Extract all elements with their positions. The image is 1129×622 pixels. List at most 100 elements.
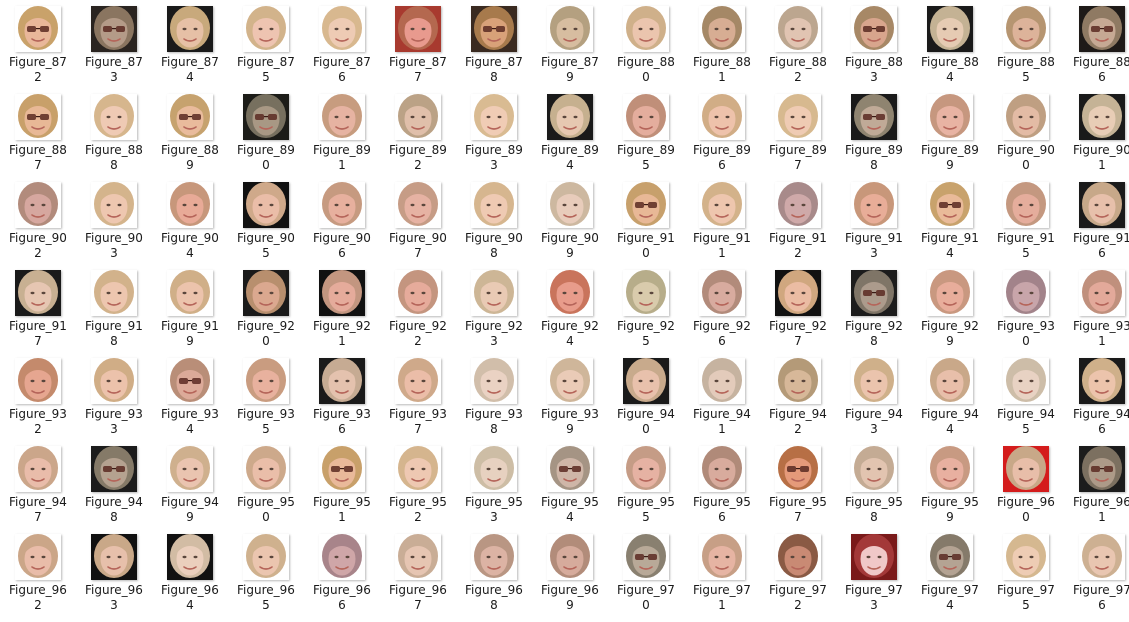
file-item[interactable]: Figure_87 4 [152, 6, 228, 94]
image-thumbnail[interactable] [395, 182, 441, 228]
image-thumbnail[interactable] [395, 534, 441, 580]
image-thumbnail[interactable] [547, 270, 593, 316]
image-thumbnail[interactable] [15, 270, 61, 316]
file-item[interactable]: Figure_96 9 [532, 534, 608, 622]
image-thumbnail[interactable] [1003, 446, 1049, 492]
file-item[interactable]: Figure_89 8 [836, 94, 912, 182]
file-item[interactable]: Figure_93 8 [456, 358, 532, 446]
file-item[interactable]: Figure_87 2 [0, 6, 76, 94]
file-item[interactable]: Figure_95 9 [912, 446, 988, 534]
file-item[interactable]: Figure_90 2 [0, 182, 76, 270]
image-thumbnail[interactable] [1003, 270, 1049, 316]
file-item[interactable]: Figure_90 5 [228, 182, 304, 270]
image-thumbnail[interactable] [699, 446, 745, 492]
image-thumbnail[interactable] [699, 6, 745, 52]
image-thumbnail[interactable] [243, 270, 289, 316]
image-thumbnail[interactable] [775, 6, 821, 52]
image-thumbnail[interactable] [851, 446, 897, 492]
file-item[interactable]: Figure_91 8 [76, 270, 152, 358]
image-thumbnail[interactable] [167, 358, 213, 404]
file-item[interactable]: Figure_92 2 [380, 270, 456, 358]
file-item[interactable]: Figure_97 6 [1064, 534, 1129, 622]
image-thumbnail[interactable] [547, 6, 593, 52]
file-item[interactable]: Figure_96 5 [228, 534, 304, 622]
file-item[interactable]: Figure_90 3 [76, 182, 152, 270]
image-thumbnail[interactable] [471, 94, 517, 140]
file-item[interactable]: Figure_92 6 [684, 270, 760, 358]
image-thumbnail[interactable] [1079, 270, 1125, 316]
file-item[interactable]: Figure_92 3 [456, 270, 532, 358]
file-item[interactable]: Figure_96 4 [152, 534, 228, 622]
file-item[interactable]: Figure_91 2 [760, 182, 836, 270]
file-item[interactable]: Figure_88 7 [0, 94, 76, 182]
image-thumbnail[interactable] [851, 94, 897, 140]
file-item[interactable]: Figure_93 4 [152, 358, 228, 446]
image-thumbnail[interactable] [927, 534, 973, 580]
file-item[interactable]: Figure_95 2 [380, 446, 456, 534]
file-item[interactable]: Figure_96 1 [1064, 446, 1129, 534]
file-item[interactable]: Figure_95 5 [608, 446, 684, 534]
image-thumbnail[interactable] [851, 6, 897, 52]
image-thumbnail[interactable] [927, 270, 973, 316]
file-item[interactable]: Figure_93 0 [988, 270, 1064, 358]
file-item[interactable]: Figure_93 2 [0, 358, 76, 446]
file-item[interactable]: Figure_97 4 [912, 534, 988, 622]
file-item[interactable]: Figure_89 4 [532, 94, 608, 182]
image-thumbnail[interactable] [15, 534, 61, 580]
image-thumbnail[interactable] [699, 182, 745, 228]
file-item[interactable]: Figure_91 0 [608, 182, 684, 270]
file-item[interactable]: Figure_89 1 [304, 94, 380, 182]
image-thumbnail[interactable] [15, 446, 61, 492]
image-thumbnail[interactable] [547, 534, 593, 580]
file-item[interactable]: Figure_95 1 [304, 446, 380, 534]
file-item[interactable]: Figure_91 4 [912, 182, 988, 270]
image-thumbnail[interactable] [319, 358, 365, 404]
image-thumbnail[interactable] [91, 270, 137, 316]
image-thumbnail[interactable] [927, 182, 973, 228]
file-item[interactable]: Figure_88 8 [76, 94, 152, 182]
file-item[interactable]: Figure_94 3 [836, 358, 912, 446]
image-thumbnail[interactable] [1079, 6, 1125, 52]
image-thumbnail[interactable] [1079, 446, 1125, 492]
image-thumbnail[interactable] [319, 534, 365, 580]
file-item[interactable]: Figure_90 1 [1064, 94, 1129, 182]
file-item[interactable]: Figure_96 0 [988, 446, 1064, 534]
file-item[interactable]: Figure_95 0 [228, 446, 304, 534]
image-thumbnail[interactable] [699, 534, 745, 580]
image-thumbnail[interactable] [243, 6, 289, 52]
file-item[interactable]: Figure_94 5 [988, 358, 1064, 446]
image-thumbnail[interactable] [775, 534, 821, 580]
file-item[interactable]: Figure_94 2 [760, 358, 836, 446]
image-thumbnail[interactable] [1079, 94, 1125, 140]
image-thumbnail[interactable] [775, 358, 821, 404]
image-thumbnail[interactable] [851, 182, 897, 228]
file-item[interactable]: Figure_96 3 [76, 534, 152, 622]
file-item[interactable]: Figure_88 5 [988, 6, 1064, 94]
file-item[interactable]: Figure_90 7 [380, 182, 456, 270]
image-thumbnail[interactable] [471, 6, 517, 52]
image-thumbnail[interactable] [471, 534, 517, 580]
file-item[interactable]: Figure_94 6 [1064, 358, 1129, 446]
file-item[interactable]: Figure_95 7 [760, 446, 836, 534]
file-item[interactable]: Figure_88 6 [1064, 6, 1129, 94]
file-item[interactable]: Figure_93 6 [304, 358, 380, 446]
file-item[interactable]: Figure_89 2 [380, 94, 456, 182]
image-thumbnail[interactable] [395, 6, 441, 52]
image-thumbnail[interactable] [623, 6, 669, 52]
file-item[interactable]: Figure_88 0 [608, 6, 684, 94]
file-item[interactable]: Figure_92 0 [228, 270, 304, 358]
file-item[interactable]: Figure_87 5 [228, 6, 304, 94]
file-item[interactable]: Figure_95 8 [836, 446, 912, 534]
image-thumbnail[interactable] [927, 358, 973, 404]
file-item[interactable]: Figure_96 7 [380, 534, 456, 622]
image-thumbnail[interactable] [851, 534, 897, 580]
image-thumbnail[interactable] [243, 446, 289, 492]
file-item[interactable]: Figure_94 9 [152, 446, 228, 534]
file-item[interactable]: Figure_95 3 [456, 446, 532, 534]
file-item[interactable]: Figure_89 3 [456, 94, 532, 182]
image-thumbnail[interactable] [167, 270, 213, 316]
file-item[interactable]: Figure_90 6 [304, 182, 380, 270]
image-thumbnail[interactable] [15, 358, 61, 404]
file-item[interactable]: Figure_89 6 [684, 94, 760, 182]
image-thumbnail[interactable] [851, 358, 897, 404]
